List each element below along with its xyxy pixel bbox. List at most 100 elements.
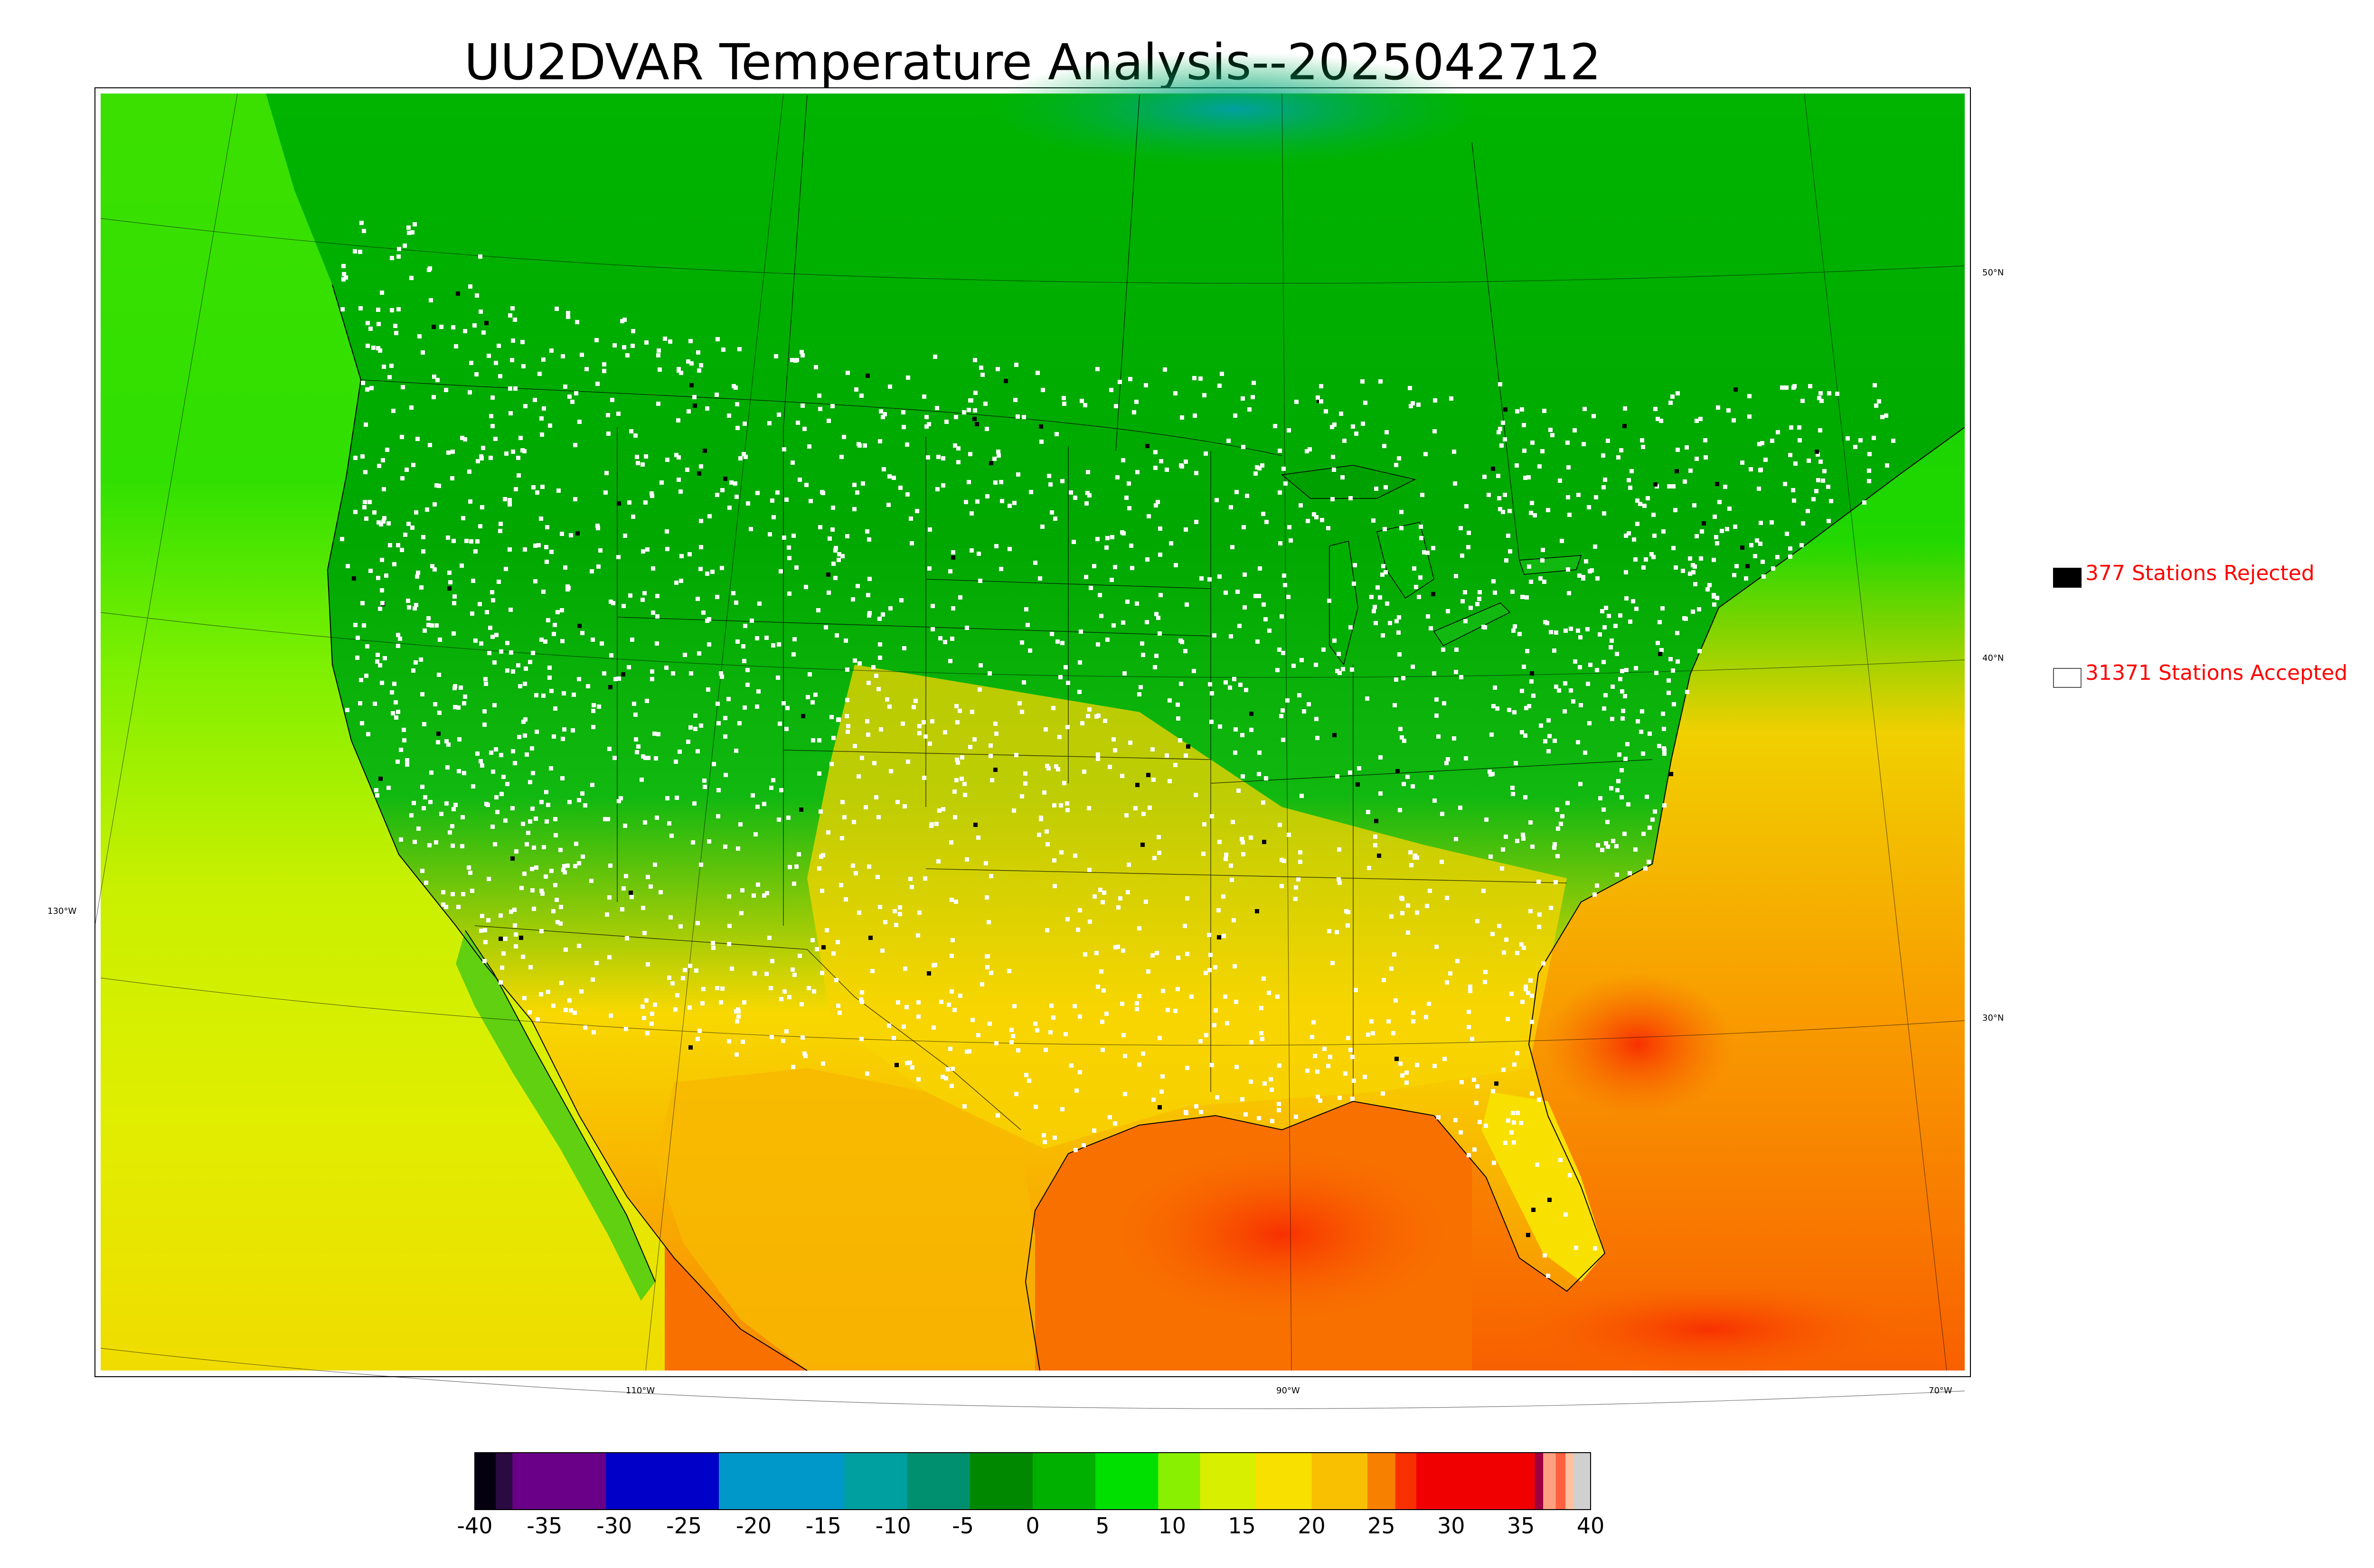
- station-marker: [451, 892, 455, 896]
- station-marker: [817, 738, 821, 742]
- station-marker: [954, 778, 959, 782]
- station-marker: [769, 986, 773, 990]
- station-marker: [1590, 568, 1594, 573]
- station-marker: [1578, 635, 1583, 639]
- station-marker: [1732, 418, 1736, 423]
- station-marker: [346, 564, 350, 568]
- station-marker: [794, 565, 799, 570]
- station-marker: [1714, 535, 1718, 539]
- station-marker: [1483, 980, 1487, 984]
- station-marker: [1402, 782, 1406, 786]
- station-marker: [563, 565, 567, 570]
- station-marker: [1069, 490, 1073, 495]
- station-marker: [1494, 1081, 1498, 1086]
- station-marker: [1616, 779, 1620, 783]
- station-marker: [784, 498, 789, 502]
- station-marker: [1571, 699, 1575, 704]
- station-marker: [1278, 823, 1282, 827]
- colorbar-band: [970, 1453, 1033, 1510]
- station-marker: [1026, 623, 1030, 627]
- station-marker: [978, 579, 982, 583]
- rejected-swatch: [2053, 568, 2082, 588]
- station-marker: [1166, 1008, 1170, 1012]
- station-marker: [1137, 926, 1141, 930]
- station-marker: [745, 668, 750, 672]
- station-marker: [1717, 500, 1722, 504]
- station-marker: [554, 833, 558, 837]
- station-marker: [450, 824, 454, 828]
- station-marker: [363, 470, 367, 474]
- station-marker: [863, 443, 867, 448]
- station-marker: [1011, 1034, 1015, 1038]
- station-marker: [1330, 497, 1335, 501]
- station-marker: [953, 443, 957, 448]
- station-marker: [859, 997, 863, 1002]
- station-marker: [473, 549, 478, 554]
- station-marker: [525, 842, 529, 846]
- station-marker: [1688, 469, 1693, 473]
- station-marker: [487, 651, 491, 655]
- station-marker: [673, 1007, 678, 1012]
- station-marker: [933, 355, 937, 359]
- station-marker: [1585, 627, 1590, 631]
- station-marker: [892, 476, 896, 480]
- station-marker: [366, 321, 370, 325]
- station-marker: [860, 756, 864, 760]
- station-marker: [736, 1014, 741, 1019]
- station-marker: [1685, 690, 1689, 694]
- lat-label-40n: 40°N: [1982, 653, 2004, 663]
- station-marker: [342, 272, 346, 276]
- station-marker: [923, 734, 928, 739]
- station-marker: [878, 439, 882, 443]
- station-marker: [1054, 764, 1058, 769]
- station-marker: [1611, 839, 1615, 843]
- station-marker: [353, 456, 358, 460]
- station-marker: [1155, 951, 1159, 955]
- station-marker: [434, 483, 439, 488]
- station-marker: [830, 404, 835, 408]
- station-marker: [513, 923, 517, 928]
- station-marker: [540, 432, 544, 437]
- station-marker: [790, 358, 794, 362]
- station-marker: [530, 867, 534, 871]
- station-marker: [523, 733, 527, 738]
- station-marker: [1384, 485, 1388, 489]
- station-marker: [887, 1023, 891, 1028]
- station-marker: [989, 754, 993, 758]
- station-marker: [1048, 482, 1053, 487]
- station-marker: [1275, 668, 1280, 672]
- station-marker: [1232, 677, 1236, 681]
- station-marker: [1667, 691, 1671, 695]
- station-marker: [1788, 554, 1792, 559]
- station-marker: [1209, 720, 1214, 724]
- station-marker: [1262, 602, 1266, 607]
- station-marker: [1298, 850, 1302, 854]
- station-marker: [833, 548, 838, 553]
- station-marker: [452, 631, 456, 636]
- station-marker: [1560, 539, 1564, 543]
- station-marker: [993, 480, 998, 485]
- station-marker: [561, 868, 565, 872]
- colorbar-tick-label: -10: [876, 1513, 911, 1539]
- station-marker: [425, 507, 429, 512]
- station-marker: [906, 760, 910, 764]
- station-marker: [642, 931, 647, 935]
- station-marker: [693, 727, 697, 731]
- station-marker: [508, 313, 512, 318]
- station-marker: [622, 886, 626, 891]
- station-marker: [1308, 447, 1312, 451]
- station-marker: [534, 865, 538, 870]
- station-marker: [1319, 384, 1323, 388]
- station-marker: [1072, 540, 1076, 544]
- station-marker: [741, 644, 745, 648]
- station-marker: [1035, 1028, 1039, 1033]
- station-marker: [1498, 507, 1502, 511]
- station-marker: [634, 737, 638, 742]
- station-marker: [1398, 1061, 1403, 1066]
- station-marker: [973, 391, 978, 395]
- station-marker: [924, 415, 929, 419]
- station-marker: [1221, 894, 1225, 899]
- station-marker: [1157, 851, 1161, 855]
- station-marker: [486, 918, 490, 922]
- station-marker: [1641, 832, 1646, 836]
